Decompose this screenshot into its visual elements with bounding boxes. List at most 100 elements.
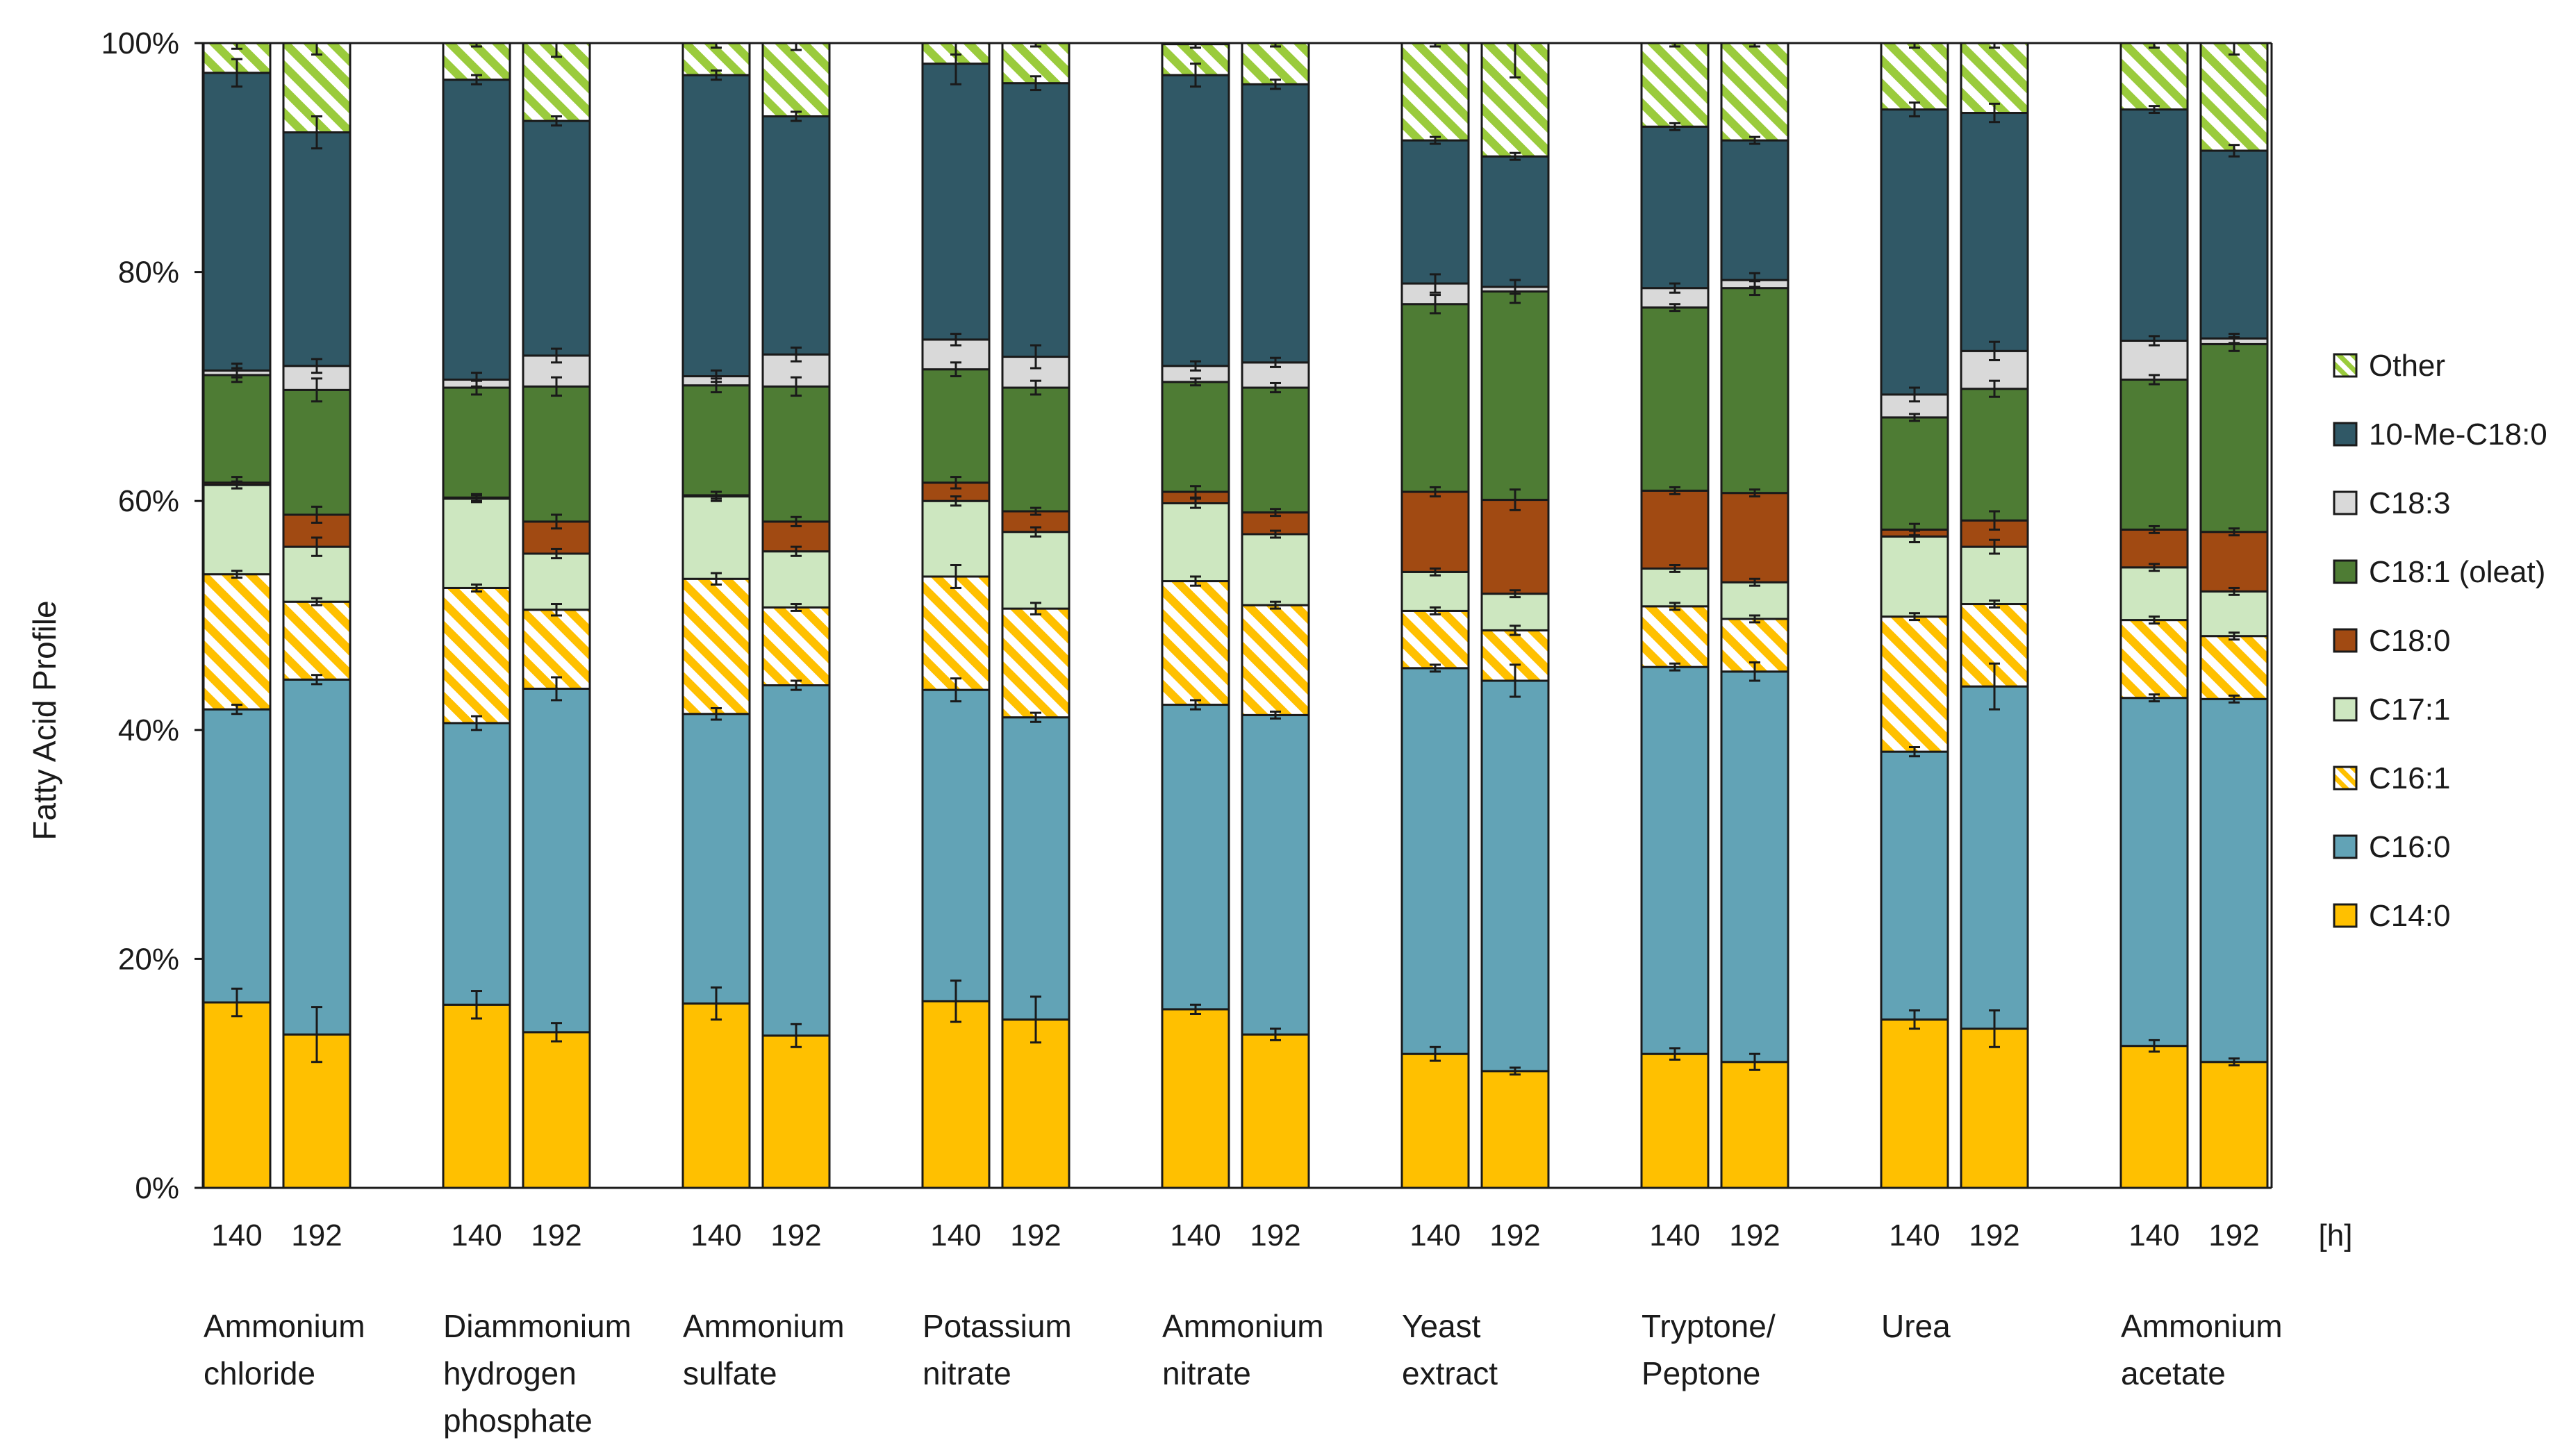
bar-segment-c17-1 (681, 495, 751, 580)
bar-segment-c16-1 (202, 573, 272, 711)
x-tick-label: 140 (451, 1218, 502, 1252)
x-tick-label: 140 (211, 1218, 262, 1252)
y-tick-label: 60% (118, 484, 179, 518)
bar-segment-c17-1 (921, 499, 991, 578)
bar-segment-c16-1 (1001, 607, 1070, 719)
bar-segment-other (2119, 42, 2189, 111)
bar-segment-other (2199, 42, 2269, 152)
bar-segment-c16-0 (1241, 713, 1310, 1036)
bar-segment-c16-1 (761, 606, 831, 687)
bar-segment-c16-1 (921, 575, 991, 691)
bars-layer (202, 42, 2269, 1189)
legend-label-10-me-c18-0: 10-Me-C18:0 (2369, 417, 2547, 452)
legend-label-c16-0: C16:0 (2369, 830, 2450, 864)
bar-segment-c16-1 (2199, 635, 2269, 700)
bar-segment-other (1720, 42, 1789, 142)
bar-segment-c16-1 (282, 600, 352, 681)
bar-segment-c18-1-oleat (1241, 386, 1310, 514)
bar-segment-c16-0 (1960, 685, 2029, 1030)
bar-segment-c16-0 (2199, 697, 2269, 1064)
legend-label-c18-3: C18:3 (2369, 486, 2450, 520)
bar-segment-c17-1 (1161, 502, 1230, 583)
bar-segment-c16-1 (442, 586, 511, 725)
bar-segment-c14-0 (1960, 1027, 2029, 1189)
legend-label-c17-1: C17:1 (2369, 693, 2450, 727)
legend-swatch-c17-1 (2333, 697, 2358, 722)
legend-swatch-c16-0 (2333, 834, 2358, 859)
bar-segment-c17-1 (1001, 531, 1070, 610)
bar-segment-10-me-c18-0 (1241, 83, 1310, 364)
bar-segment-10-me-c18-0 (1880, 108, 1949, 396)
bar-segment-c18-1-oleat (1960, 388, 2029, 522)
group-label: Tryptone/Peptone (1642, 1308, 1776, 1391)
bar-segment-c17-1 (1640, 567, 1710, 608)
bar-segment-10-me-c18-0 (1161, 74, 1230, 367)
bar-segment-other (1640, 42, 1710, 128)
bar-segment-other (761, 42, 831, 117)
bar-segment-c14-0 (1241, 1033, 1310, 1189)
bar-segment-c18-1-oleat (1400, 303, 1470, 493)
bar-segment-c14-0 (1400, 1052, 1470, 1189)
bar-segment-c16-0 (681, 713, 751, 1005)
bar-segment-10-me-c18-0 (2199, 149, 2269, 340)
bar-segment-c16-0 (761, 684, 831, 1037)
bar-segment-c14-0 (1001, 1018, 1070, 1189)
legend-swatch-c14-0 (2333, 903, 2358, 928)
x-tick-label: 140 (1170, 1218, 1221, 1252)
bar-segment-c16-0 (1720, 670, 1789, 1064)
bar-segment-other (1400, 42, 1470, 142)
y-tick-label: 0% (135, 1171, 179, 1205)
bar-segment-10-me-c18-0 (522, 119, 591, 357)
bar-segment-c14-0 (921, 1000, 991, 1189)
bar-segment-c17-1 (202, 483, 272, 576)
bar-segment-c16-0 (1640, 665, 1710, 1055)
bar-segment-c16-1 (1241, 604, 1310, 716)
group-label: Ammonium sulfate (683, 1308, 845, 1391)
bar-segment-c16-1 (1161, 580, 1230, 706)
bar-segment-c17-1 (1880, 535, 1949, 618)
bar-segment-10-me-c18-0 (1960, 112, 2029, 352)
bar-segment-c17-1 (442, 497, 511, 589)
bar-segment-c14-0 (202, 1001, 272, 1189)
y-tick-label: 20% (118, 942, 179, 976)
legend-swatch-c18-0 (2333, 628, 2358, 653)
bar-segment-c18-1-oleat (1880, 416, 1949, 531)
bar-segment-c18-1-oleat (442, 386, 511, 499)
bar-segment-c14-0 (2199, 1061, 2269, 1189)
bar-segment-10-me-c18-0 (442, 78, 511, 381)
bar-segment-c16-0 (282, 678, 352, 1036)
bar-segment-c16-0 (202, 708, 272, 1004)
bar-segment-c14-0 (2119, 1045, 2189, 1189)
bar-segment-c16-0 (1480, 679, 1550, 1073)
group-label: Ammonium nitrate (1162, 1308, 1324, 1391)
error-bars-layer (231, 42, 2240, 1076)
bar-segment-c18-1-oleat (1720, 287, 1789, 495)
group-label: Ammonium acetate (2121, 1308, 2283, 1391)
bar-segment-c14-0 (681, 1002, 751, 1189)
x-tick-label: 192 (1969, 1218, 2019, 1252)
bar-segment-c17-1 (761, 550, 831, 609)
y-tick-label: 80% (118, 256, 179, 290)
bar-segment-c18-1-oleat (2119, 379, 2189, 531)
bar-segment-c18-0 (1720, 492, 1789, 584)
bar-segment-c18-3 (2119, 339, 2189, 381)
x-tick-label: 140 (930, 1218, 981, 1252)
legend-swatch-10-me-c18-0 (2333, 422, 2358, 447)
y-tick-label: 40% (118, 713, 179, 747)
x-tick-label: 140 (1409, 1218, 1460, 1252)
bar-segment-c18-1-oleat (921, 368, 991, 484)
group-label: Yeast extract (1402, 1308, 1498, 1391)
bar-segment-10-me-c18-0 (921, 63, 991, 341)
legend-label-c16-1: C16:1 (2369, 761, 2450, 795)
bar-segment-c17-1 (1720, 581, 1789, 620)
bar-segment-c16-0 (1161, 704, 1230, 1011)
x-tick-label: 192 (2208, 1218, 2259, 1252)
legend-label-c18-0: C18:0 (2369, 624, 2450, 658)
x-tick-label: 140 (1889, 1218, 1940, 1252)
bar-segment-c18-1-oleat (681, 384, 751, 497)
x-tick-label: 140 (691, 1218, 741, 1252)
bar-segment-c17-1 (1960, 545, 2029, 606)
bar-segment-other (1241, 42, 1310, 85)
bar-segment-c18-1-oleat (2199, 342, 2269, 533)
